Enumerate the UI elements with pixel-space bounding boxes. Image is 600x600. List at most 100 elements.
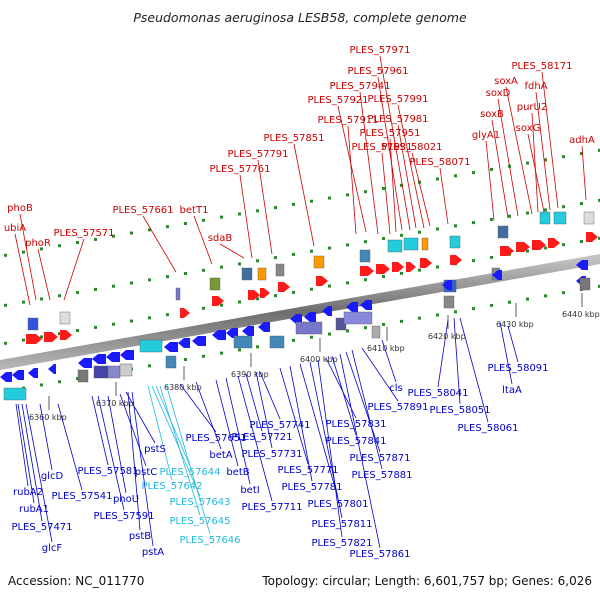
scale-tick-label: 6430 kbp xyxy=(496,320,534,329)
label-leader-line xyxy=(293,143,315,247)
grid-dot xyxy=(490,255,493,259)
reverse-gene-arrow xyxy=(242,326,254,336)
label-leader-line xyxy=(159,385,201,516)
forward-gene-arrow xyxy=(248,290,260,300)
gene-label: PLES_57801 xyxy=(307,499,368,510)
gene-label: PLES_57851 xyxy=(263,133,324,144)
gene-label: sdaB xyxy=(208,233,233,244)
grid-dot xyxy=(184,221,187,225)
label-leader-line xyxy=(165,383,211,535)
gene-label: betI xyxy=(240,485,259,496)
gene-label: PLES_58171 xyxy=(511,61,572,72)
label-leader-line xyxy=(309,361,343,519)
scale-tick-label: 6390 kbp xyxy=(231,370,269,379)
forward-gene-arrow xyxy=(260,288,270,298)
grid-dot xyxy=(562,291,565,295)
label-leader-line xyxy=(219,243,245,259)
grid-dot xyxy=(94,287,97,291)
grid-dot xyxy=(58,294,61,298)
gene-feature-box xyxy=(449,235,461,249)
gene-label: PLES_57891 xyxy=(367,402,428,413)
label-leader-line xyxy=(127,391,141,531)
reverse-gene-arrow xyxy=(576,260,588,270)
grid-dot xyxy=(292,290,295,294)
grid-dot xyxy=(544,246,547,250)
grid-dot xyxy=(112,234,115,238)
gene-feature-box xyxy=(403,237,419,251)
forward-gene-arrow xyxy=(532,240,546,250)
grid-dot xyxy=(472,221,475,225)
reverse-gene-arrow xyxy=(290,314,302,324)
label-leader-line xyxy=(97,395,125,511)
grid-dot xyxy=(346,243,349,247)
label-leader-line xyxy=(459,317,489,423)
grid-dot xyxy=(310,249,313,253)
grid-dot xyxy=(526,161,529,165)
grid-dot xyxy=(436,227,439,231)
grid-dot xyxy=(328,196,331,200)
gene-feature-box xyxy=(295,321,323,335)
label-leader-line xyxy=(91,395,109,466)
label-leader-line xyxy=(485,140,495,221)
grid-dot xyxy=(490,217,493,221)
grid-dot xyxy=(418,316,421,320)
gene-feature-box xyxy=(313,255,325,269)
grid-dot xyxy=(130,231,133,235)
gene-label: PLES_57643 xyxy=(169,497,230,508)
label-leader-line xyxy=(411,152,431,227)
gene-label: PLES_57971 xyxy=(349,45,410,56)
grid-dot xyxy=(256,345,259,349)
genome-summary-text: Topology: circular; Length: 6,601,757 bp… xyxy=(261,574,592,588)
gene-feature-box xyxy=(583,211,595,225)
gene-feature-box xyxy=(139,339,163,353)
gene-label: glyA1 xyxy=(472,130,500,141)
label-leader-line xyxy=(535,91,551,211)
gene-feature-box xyxy=(165,355,177,369)
grid-dot xyxy=(166,313,169,317)
accession-text: Accession: NC_011770 xyxy=(8,574,144,588)
grid-dot xyxy=(436,265,439,269)
gene-label: purU2 xyxy=(517,102,547,113)
label-leader-line xyxy=(397,124,417,229)
grid-dot xyxy=(166,275,169,279)
gene-label: PLES_57651 xyxy=(185,433,246,444)
grid-dot xyxy=(238,212,241,216)
grid-dot xyxy=(220,351,223,355)
grid-dot xyxy=(310,287,313,291)
gene-feature-box xyxy=(3,387,27,401)
scale-tick-label: 6410 kbp xyxy=(367,344,405,353)
grid-dot xyxy=(202,306,205,310)
grid-dot xyxy=(472,171,475,175)
label-leader-line xyxy=(215,379,239,467)
label-leader-line xyxy=(453,317,461,405)
gene-label: rubA2 xyxy=(13,487,43,498)
forward-gene-arrow xyxy=(516,242,530,252)
label-leader-line xyxy=(39,403,53,471)
grid-dot xyxy=(238,300,241,304)
label-leader-line xyxy=(17,403,35,504)
label-leader-line xyxy=(107,395,127,494)
map-title: Pseudomonas aeruginosa LESB58, complete … xyxy=(133,10,467,25)
gene-label: cls xyxy=(389,383,403,394)
forward-gene-arrow xyxy=(316,276,328,286)
grid-dot xyxy=(274,256,277,260)
label-leader-line xyxy=(15,403,29,487)
gene-label: PLES_57471 xyxy=(11,522,72,533)
grid-dot xyxy=(400,319,403,323)
gene-feature-box xyxy=(387,239,403,253)
gene-label: ltaA xyxy=(502,385,522,396)
grid-dot xyxy=(580,240,583,244)
label-leader-line xyxy=(381,152,391,235)
grid-dot xyxy=(490,167,493,171)
label-leader-line xyxy=(507,325,519,363)
label-leader-line xyxy=(63,238,85,301)
grid-dot xyxy=(400,183,403,187)
grid-dot xyxy=(364,190,367,194)
gene-label: pstA xyxy=(142,547,164,558)
gene-feature-box xyxy=(553,211,567,225)
label-leader-line xyxy=(225,377,251,485)
gene-feature-box xyxy=(27,317,39,331)
grid-dot xyxy=(490,303,493,307)
gene-label: PLES_57981 xyxy=(367,114,428,125)
